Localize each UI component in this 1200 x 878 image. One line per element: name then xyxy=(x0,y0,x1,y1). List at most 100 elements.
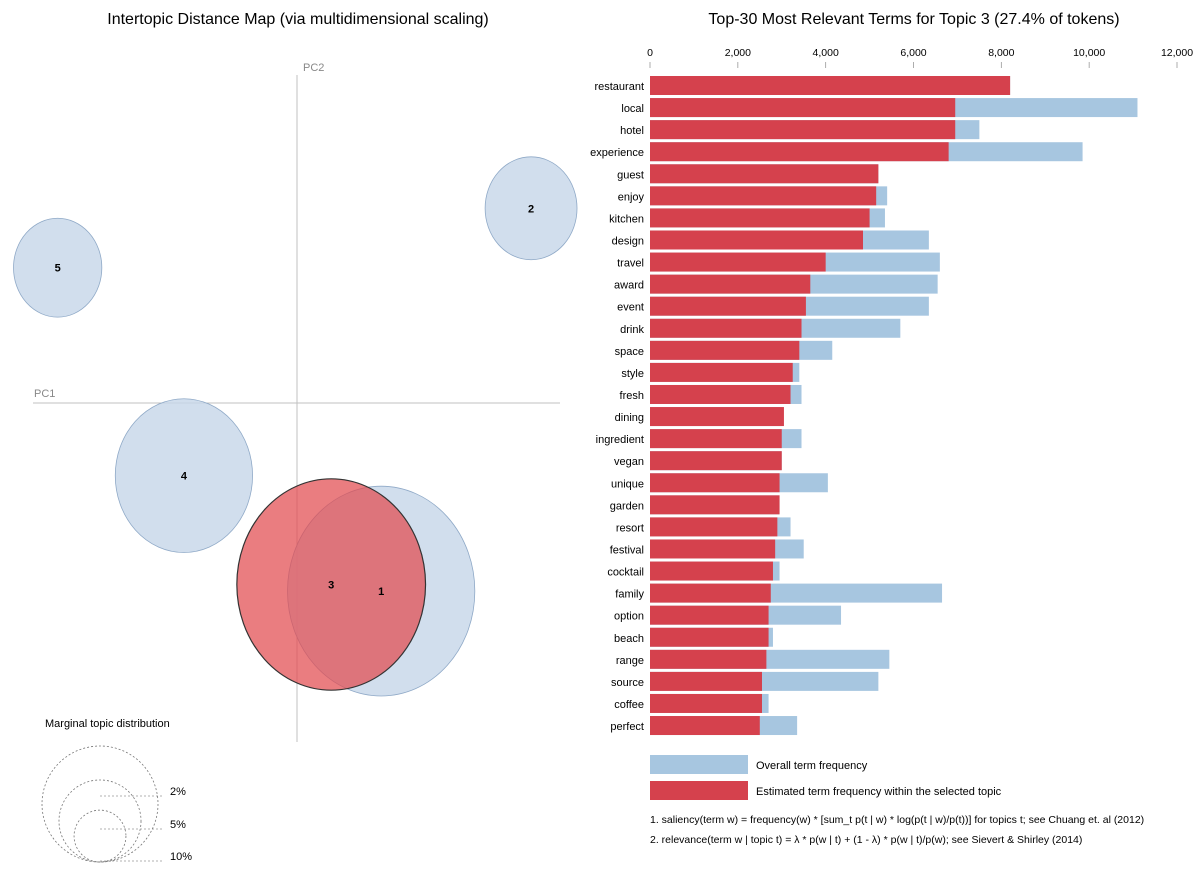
bar-estimated-guest[interactable] xyxy=(650,164,879,184)
term-label-event[interactable]: event xyxy=(617,302,644,314)
bar-estimated-style[interactable] xyxy=(650,362,793,382)
footnote-saliency: 1. saliency(term w) = frequency(w) * [su… xyxy=(650,814,1144,826)
pc2-label: PC2 xyxy=(303,62,324,74)
bar-estimated-local[interactable] xyxy=(650,98,956,118)
bar-estimated-space[interactable] xyxy=(650,340,800,360)
marginal-circles: 2% 5% 10% xyxy=(41,745,192,863)
term-label-coffee[interactable]: coffee xyxy=(614,699,644,711)
topic-circle-2[interactable] xyxy=(484,156,578,261)
term-label-option[interactable]: option xyxy=(614,611,644,623)
x-tick-label: 12,000 xyxy=(1161,47,1193,59)
bar-estimated-dining[interactable] xyxy=(650,407,784,427)
marginal-circle-10 xyxy=(41,745,159,863)
bar-estimated-range[interactable] xyxy=(650,649,767,669)
term-label-kitchen[interactable]: kitchen xyxy=(609,213,644,225)
topic-circle-3[interactable] xyxy=(236,478,427,691)
bar-estimated-drink[interactable] xyxy=(650,318,802,338)
bar-estimated-fresh[interactable] xyxy=(650,384,791,404)
bar-estimated-kitchen[interactable] xyxy=(650,208,870,228)
bar-estimated-source[interactable] xyxy=(650,671,762,691)
term-label-vegan[interactable]: vegan xyxy=(614,456,644,468)
term-labels[interactable]: restaurant local hotel experience guest enjoy… xyxy=(590,81,644,733)
bar-estimated-resort[interactable] xyxy=(650,517,778,537)
term-label-space[interactable]: space xyxy=(615,346,644,358)
term-label-range[interactable]: range xyxy=(616,655,644,667)
term-label-resort[interactable]: resort xyxy=(616,522,644,534)
term-label-fresh[interactable]: fresh xyxy=(620,390,644,402)
map-title: Intertopic Distance Map (via multidimens… xyxy=(107,11,489,28)
topic-label-3: 3 xyxy=(328,580,334,592)
term-label-ingredient[interactable]: ingredient xyxy=(596,434,644,446)
topic-label-2: 2 xyxy=(528,203,534,215)
x-tick-label: 4,000 xyxy=(813,47,839,59)
marginal-legend: Marginal topic distribution 2% 5% 10% xyxy=(41,718,192,863)
term-label-local[interactable]: local xyxy=(621,103,644,115)
topic-labels: 1 2 3 4 5 xyxy=(55,203,535,598)
x-tick-label: 8,000 xyxy=(988,47,1014,59)
term-label-festival[interactable]: festival xyxy=(610,544,644,556)
intertopic-map: Intertopic Distance Map (via multidimens… xyxy=(13,11,578,863)
term-label-travel[interactable]: travel xyxy=(617,258,644,270)
term-label-drink[interactable]: drink xyxy=(620,324,644,336)
x-tick-label: 10,000 xyxy=(1073,47,1105,59)
term-label-design[interactable]: design xyxy=(612,235,644,247)
bar-estimated-garden[interactable] xyxy=(650,495,780,515)
bar-estimated-ingredient[interactable] xyxy=(650,429,782,449)
term-label-award[interactable]: award xyxy=(614,280,644,292)
bar-estimated-award[interactable] xyxy=(650,274,811,294)
term-bars[interactable] xyxy=(650,76,1138,736)
legend-overall-swatch xyxy=(650,755,748,774)
x-axis-ticks: 0 2,000 4,000 6,000 8,000 10,000 12,000 xyxy=(647,47,1193,68)
term-label-family[interactable]: family xyxy=(615,589,644,601)
bar-estimated-vegan[interactable] xyxy=(650,451,782,471)
term-bar-chart: Top-30 Most Relevant Terms for Topic 3 (… xyxy=(590,11,1193,846)
term-label-beach[interactable]: beach xyxy=(614,633,644,645)
bar-estimated-family[interactable] xyxy=(650,583,771,603)
bar-estimated-event[interactable] xyxy=(650,296,806,316)
marginal-circle-5 xyxy=(58,779,142,863)
term-label-guest[interactable]: guest xyxy=(617,169,644,181)
x-tick-label: 2,000 xyxy=(725,47,751,59)
bar-estimated-option[interactable] xyxy=(650,605,769,625)
bar-estimated-cocktail[interactable] xyxy=(650,561,773,581)
topic-label-1: 1 xyxy=(378,586,384,598)
topic-circle-4[interactable] xyxy=(114,398,253,553)
term-label-dining[interactable]: dining xyxy=(615,412,644,424)
topic-circle-5[interactable] xyxy=(13,217,103,318)
term-label-hotel[interactable]: hotel xyxy=(620,125,644,137)
marginal-title: Marginal topic distribution xyxy=(45,718,170,730)
term-label-perfect[interactable]: perfect xyxy=(610,721,644,733)
term-label-restaurant[interactable]: restaurant xyxy=(594,81,644,93)
term-label-enjoy[interactable]: enjoy xyxy=(618,191,645,203)
bar-estimated-enjoy[interactable] xyxy=(650,186,877,206)
topic-label-4: 4 xyxy=(181,471,188,483)
legend-overall-label: Overall term frequency xyxy=(756,760,868,772)
term-label-unique[interactable]: unique xyxy=(611,478,644,490)
marginal-label-2: 2% xyxy=(170,786,186,798)
footnote-relevance: 2. relevance(term w | topic t) = λ * p(w… xyxy=(650,834,1082,846)
bar-estimated-perfect[interactable] xyxy=(650,716,760,736)
bar-estimated-travel[interactable] xyxy=(650,252,826,272)
legend-estimated-swatch xyxy=(650,781,748,800)
marginal-circle-2 xyxy=(73,809,127,863)
marginal-label-5: 5% xyxy=(170,819,186,831)
bar-estimated-coffee[interactable] xyxy=(650,693,762,713)
bar-estimated-restaurant[interactable] xyxy=(650,76,1011,95)
pc1-label: PC1 xyxy=(34,388,55,400)
term-label-cocktail[interactable]: cocktail xyxy=(607,567,644,579)
bar-chart-title: Top-30 Most Relevant Terms for Topic 3 (… xyxy=(708,11,1119,28)
bar-estimated-experience[interactable] xyxy=(650,142,949,162)
topic-circles[interactable] xyxy=(13,156,578,697)
bar-estimated-design[interactable] xyxy=(650,230,863,250)
bar-estimated-unique[interactable] xyxy=(650,473,780,493)
bar-estimated-beach[interactable] xyxy=(650,627,769,647)
term-label-style[interactable]: style xyxy=(621,368,644,380)
bar-legend: Overall term frequency Estimated term fr… xyxy=(650,755,1002,800)
x-tick-label: 6,000 xyxy=(900,47,926,59)
term-label-source[interactable]: source xyxy=(611,677,644,689)
term-label-experience[interactable]: experience xyxy=(590,147,644,159)
bar-estimated-hotel[interactable] xyxy=(650,120,956,140)
bar-estimated-festival[interactable] xyxy=(650,539,776,559)
term-label-garden[interactable]: garden xyxy=(610,500,644,512)
